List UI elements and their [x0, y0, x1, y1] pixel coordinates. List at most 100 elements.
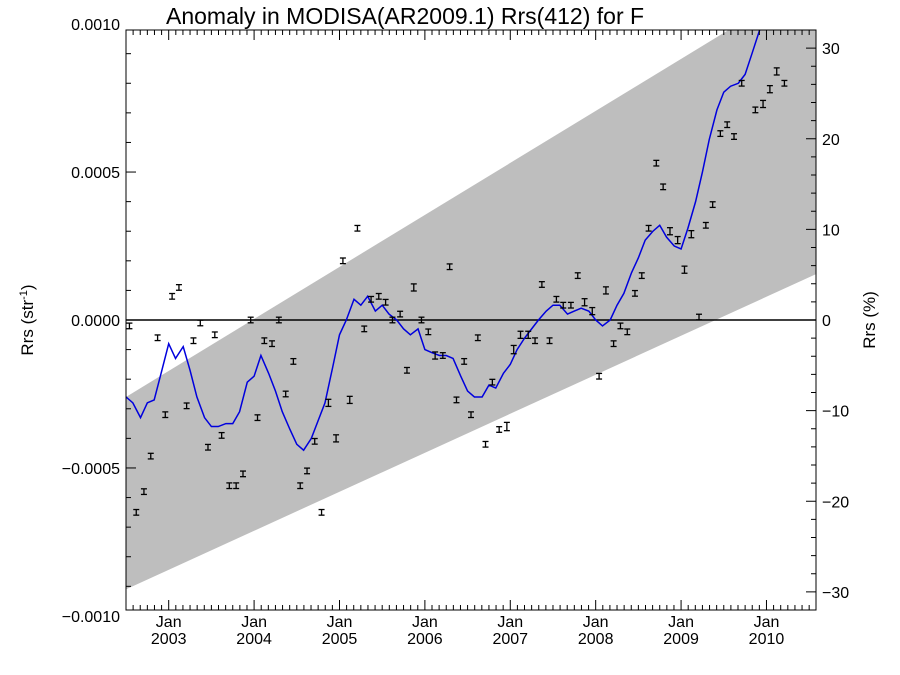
data-point [439, 352, 446, 359]
data-point [403, 366, 410, 374]
data-point [333, 434, 340, 443]
data-point [425, 328, 432, 336]
data-point [674, 235, 681, 245]
data-point [368, 295, 375, 303]
x-tick-month: Jan [668, 614, 694, 631]
data-point [766, 84, 773, 94]
data-point [361, 325, 368, 333]
data-point [503, 421, 510, 432]
data-point [254, 414, 261, 422]
data-point [397, 310, 404, 318]
data-point [290, 357, 297, 365]
data-point [610, 340, 617, 348]
x-tick-month: Jan [754, 614, 780, 631]
y2-tick-label: 20 [822, 132, 840, 149]
x-tick-year: 2004 [236, 631, 272, 648]
y2-tick-label: −30 [822, 585, 849, 602]
data-point [226, 482, 233, 490]
data-point [126, 322, 133, 330]
x-tick-year: 2006 [407, 631, 443, 648]
data-point [731, 133, 738, 140]
x-tick-month: Jan [327, 614, 353, 631]
data-point [140, 488, 147, 496]
data-point [269, 340, 276, 348]
data-point [247, 316, 254, 324]
data-point [688, 229, 695, 239]
y2-tick-label: 0 [822, 313, 831, 330]
data-point [517, 330, 524, 339]
y-tick-label: −0.0005 [62, 461, 120, 478]
data-point [567, 301, 574, 309]
data-point [261, 337, 268, 345]
data-point [325, 398, 332, 408]
x-tick-month: Jan [497, 614, 523, 631]
data-point [482, 440, 489, 448]
smoothed-anomaly-line [126, 30, 761, 452]
data-point [382, 298, 389, 306]
data-point [190, 337, 197, 345]
y-axis-title-main: Rrs (str [18, 300, 37, 356]
y2-tick-label: −10 [822, 404, 849, 421]
x-axis: Jan2003Jan2004Jan2005Jan2006Jan2007Jan20… [125, 30, 810, 648]
data-point [204, 443, 211, 451]
data-point [489, 378, 496, 386]
data-point [553, 295, 560, 303]
data-point [645, 224, 652, 232]
data-point [660, 183, 667, 191]
data-point [282, 390, 289, 398]
data-point [738, 79, 745, 87]
data-point [453, 396, 460, 404]
y-axis-left: 0.0010 0.0005 0.0000 −0.0005 −0.0010 [62, 17, 136, 626]
data-point [318, 508, 325, 516]
data-point [418, 316, 425, 324]
data-point [581, 298, 588, 307]
data-point [304, 467, 311, 475]
data-point [197, 319, 204, 327]
data-point [596, 372, 603, 380]
y-tick-label: 0.0005 [71, 165, 120, 182]
data-point [147, 452, 154, 460]
data-point [410, 283, 417, 292]
data-point [233, 482, 240, 490]
y-axis-title-sup: -1 [18, 290, 30, 300]
y2-tick-label: 10 [822, 222, 840, 239]
x-tick-month: Jan [583, 614, 609, 631]
data-point [375, 292, 382, 300]
y-axis-title-close: ) [18, 284, 37, 290]
data-point [546, 337, 553, 345]
data-point [211, 331, 218, 339]
data-point [183, 402, 190, 410]
anomaly-points [126, 21, 788, 516]
uncertainty-band [126, 30, 816, 590]
data-point [432, 351, 439, 360]
data-point [653, 159, 660, 167]
data-point [709, 201, 716, 209]
data-point [133, 508, 140, 516]
data-point [681, 265, 688, 274]
x-tick-year: 2007 [492, 631, 528, 648]
data-point [474, 334, 481, 342]
data-point [717, 130, 724, 138]
data-point [154, 334, 161, 342]
data-point [702, 221, 709, 229]
y-tick-label: −0.0010 [62, 609, 120, 626]
data-point [560, 301, 567, 309]
data-point [468, 411, 474, 419]
y2-axis-title: Rrs (%) [860, 291, 879, 349]
plot-area [126, 21, 816, 590]
data-point [724, 121, 731, 129]
data-point [496, 426, 503, 433]
y2-tick-label: −20 [822, 494, 849, 511]
data-point [773, 67, 780, 76]
data-point [746, 21, 752, 27]
data-point [538, 281, 545, 288]
x-tick-year: 2003 [151, 631, 187, 648]
data-point [169, 292, 176, 300]
data-point [275, 316, 282, 324]
data-point [532, 337, 539, 345]
data-point [510, 344, 517, 355]
x-tick-year: 2005 [322, 631, 358, 648]
y-tick-label: 0.0010 [71, 17, 120, 34]
x-tick-month: Jan [241, 614, 267, 631]
